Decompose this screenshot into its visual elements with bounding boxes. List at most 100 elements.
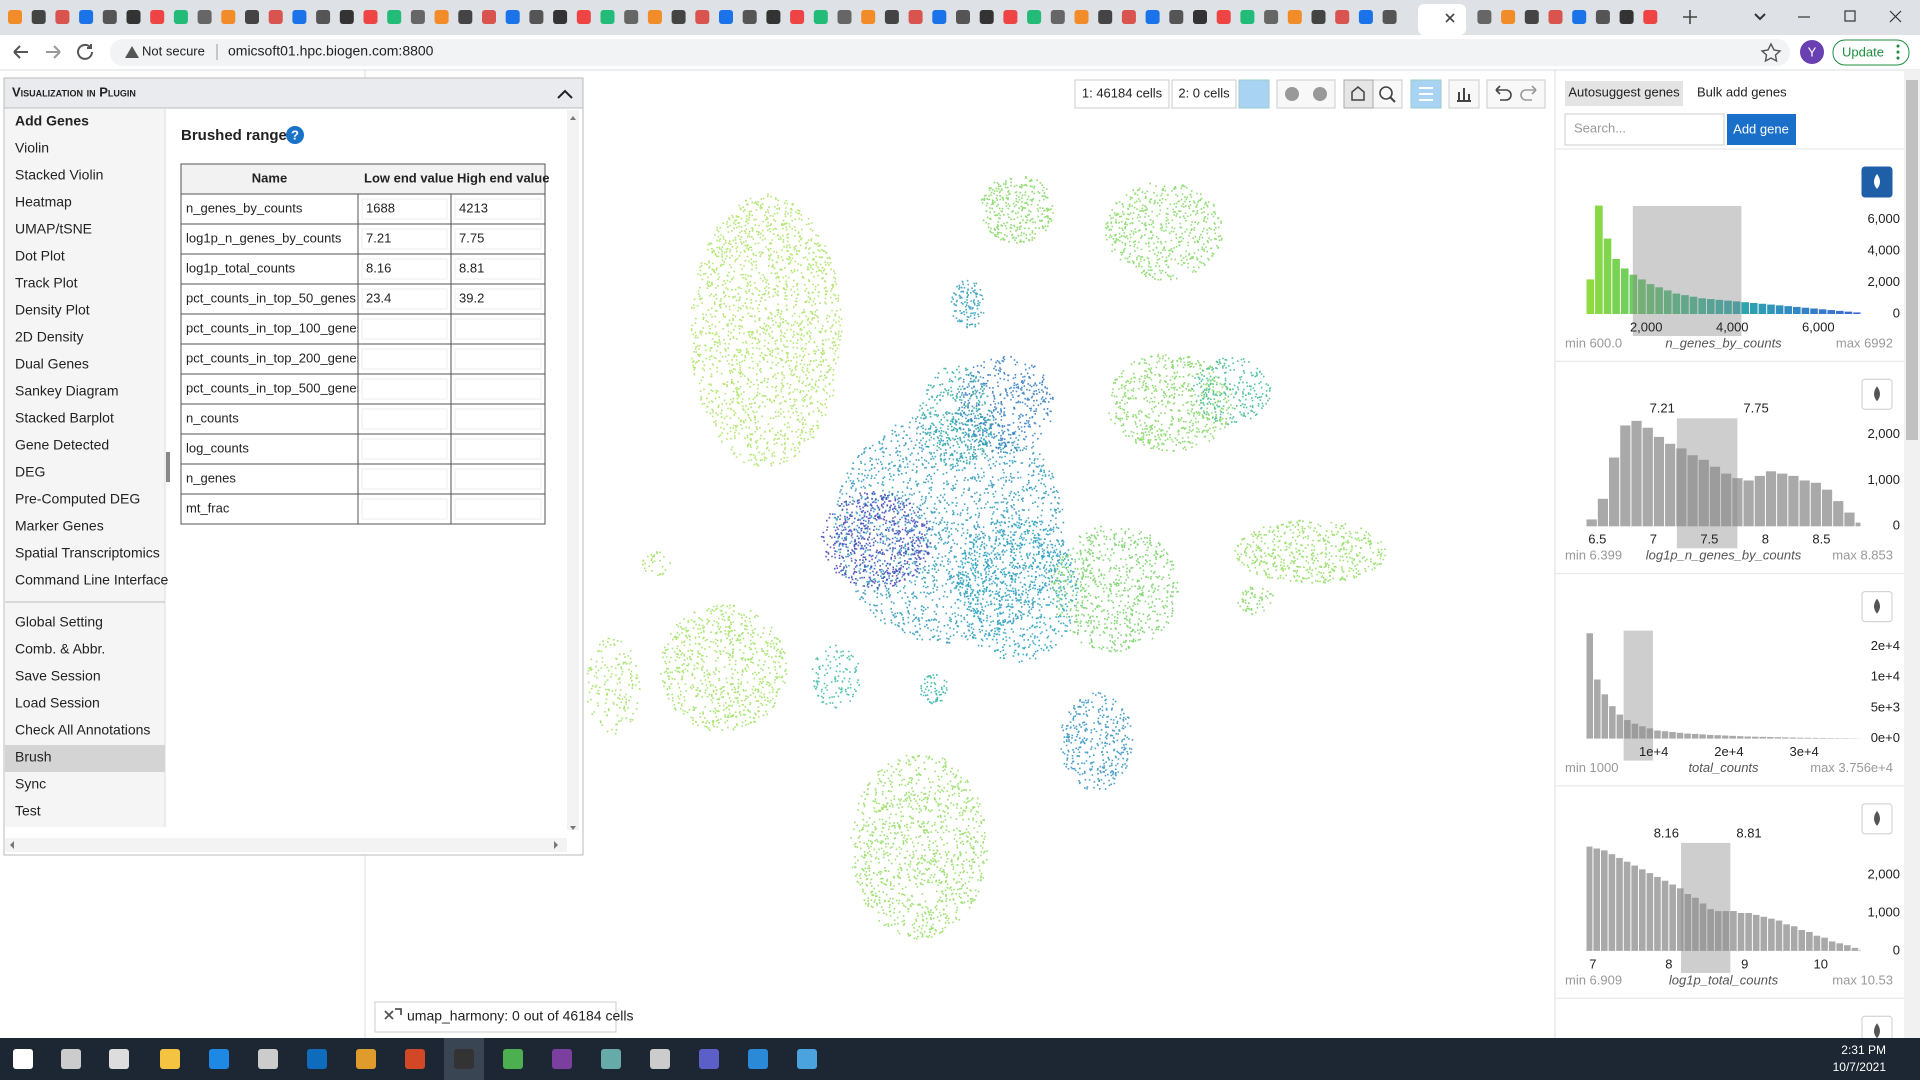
taskbar-icon[interactable] [748, 1049, 768, 1069]
tab-favicon[interactable] [458, 10, 473, 24]
taskbar-icon[interactable] [699, 1049, 719, 1069]
range-input[interactable] [454, 378, 542, 400]
tab-favicon[interactable] [1358, 10, 1373, 24]
range-input[interactable] [361, 198, 448, 220]
menu-item[interactable]: Sync [15, 776, 46, 792]
tab-favicon[interactable] [647, 10, 662, 24]
tab-favicon[interactable] [1311, 10, 1326, 24]
update-button[interactable] [1832, 39, 1910, 66]
brush[interactable] [1676, 418, 1738, 549]
tab-favicon[interactable] [813, 10, 828, 24]
taskbar-icon[interactable] [601, 1049, 621, 1069]
tab-favicon[interactable] [624, 10, 639, 24]
range-input[interactable] [454, 498, 542, 520]
range-input[interactable] [361, 228, 448, 250]
menu-item[interactable]: Heatmap [15, 194, 72, 210]
menu-item[interactable]: Track Plot [15, 275, 78, 291]
new-tab[interactable] [1683, 10, 1697, 24]
tab-favicon[interactable] [1027, 10, 1042, 24]
tab-favicon[interactable] [1240, 10, 1255, 24]
brush[interactable] [1681, 842, 1731, 973]
menu-item[interactable]: 2D Density [15, 329, 83, 345]
window-close[interactable] [1889, 10, 1902, 23]
menu-item[interactable]: DEG [15, 464, 45, 480]
menu-item[interactable]: Stacked Barplot [15, 410, 114, 426]
taskbar-icon[interactable] [454, 1049, 474, 1069]
brush[interactable] [1632, 206, 1742, 336]
range-input[interactable] [454, 348, 542, 370]
range-input[interactable] [361, 468, 448, 490]
tab-favicon[interactable] [1501, 10, 1516, 24]
taskbar-icon[interactable] [209, 1049, 229, 1069]
tab-favicon[interactable] [1169, 10, 1184, 24]
range-input[interactable] [454, 468, 542, 490]
tab-favicon[interactable] [1003, 10, 1018, 24]
gene-tab[interactable]: Bulk add genes [1697, 84, 1787, 99]
h-scrollbar[interactable] [5, 838, 567, 852]
range-input[interactable] [454, 318, 542, 340]
tab-favicon[interactable] [1524, 10, 1539, 24]
taskbar-icon[interactable] [13, 1049, 33, 1069]
tab-favicon[interactable] [197, 10, 212, 24]
menu-item[interactable]: Check All Annotations [15, 722, 150, 738]
menu-item[interactable]: Command Line Interface [15, 572, 169, 588]
range-input[interactable] [454, 198, 542, 220]
tab-favicon[interactable] [1382, 10, 1397, 24]
collapse-button[interactable] [557, 89, 573, 99]
tab-favicon[interactable] [387, 10, 402, 24]
tab-favicon[interactable] [1335, 10, 1350, 24]
range-input[interactable] [361, 408, 448, 430]
tab-favicon[interactable] [363, 10, 378, 24]
tab-favicon[interactable] [31, 10, 46, 24]
tab-favicon[interactable] [979, 10, 994, 24]
menu-item[interactable]: Marker Genes [15, 518, 104, 534]
range-input[interactable] [454, 438, 542, 460]
tab-favicon[interactable] [742, 10, 757, 24]
tab-favicon[interactable] [576, 10, 591, 24]
taskbar-icon[interactable] [258, 1049, 278, 1069]
tab-favicon[interactable] [8, 10, 22, 24]
search-input[interactable] [1564, 113, 1725, 146]
splitter[interactable] [166, 452, 170, 482]
taskbar-icon[interactable] [160, 1049, 180, 1069]
tab-favicon[interactable] [482, 10, 496, 24]
tab-favicon[interactable] [1264, 10, 1279, 24]
tab-favicon[interactable] [600, 10, 615, 24]
tab-favicon[interactable] [292, 10, 307, 24]
gene-tab[interactable]: Autosuggest genes [1568, 84, 1680, 99]
v-scrollbar[interactable] [567, 110, 579, 830]
tab-favicon[interactable] [790, 10, 805, 24]
menu-item[interactable]: UMAP/tSNE [15, 221, 92, 237]
taskbar-icon[interactable] [109, 1049, 129, 1069]
taskbar-icon[interactable] [307, 1049, 327, 1069]
active-tab[interactable] [1418, 4, 1466, 35]
range-input[interactable] [454, 258, 542, 280]
tab-favicon[interactable] [1145, 10, 1160, 24]
undo-redo[interactable] [1486, 79, 1546, 109]
tab-favicon[interactable] [1098, 10, 1113, 24]
tab-favicon[interactable] [1287, 10, 1302, 24]
tab-favicon[interactable] [268, 10, 283, 24]
selection-2[interactable] [1171, 79, 1237, 109]
tab-favicon[interactable] [861, 10, 876, 24]
taskbar-icon[interactable] [356, 1049, 376, 1069]
taskbar-icon[interactable] [552, 1049, 572, 1069]
tab-favicon[interactable] [339, 10, 354, 24]
page-scroll-thumb[interactable] [1906, 80, 1918, 440]
tab-favicon[interactable] [1477, 10, 1492, 24]
lasso-button[interactable] [1343, 79, 1374, 109]
menu-item[interactable]: Stacked Violin [15, 167, 103, 183]
range-input[interactable] [454, 228, 542, 250]
range-input[interactable] [361, 378, 448, 400]
tab-favicon[interactable] [695, 10, 710, 24]
bookmark-star[interactable] [1760, 42, 1782, 63]
tab-favicon[interactable] [1050, 10, 1065, 24]
tab-favicon[interactable] [1572, 10, 1587, 24]
menu-item[interactable]: Pre-Computed DEG [15, 491, 140, 507]
toggle-button[interactable] [1238, 79, 1270, 109]
range-input[interactable] [361, 348, 448, 370]
menu-item[interactable]: Comb. & Abbr. [15, 641, 105, 657]
tab-favicon[interactable] [671, 10, 686, 24]
taskbar-icon[interactable] [61, 1049, 81, 1069]
tab-favicon[interactable] [837, 10, 852, 24]
